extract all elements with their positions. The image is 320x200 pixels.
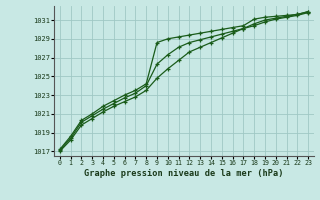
X-axis label: Graphe pression niveau de la mer (hPa): Graphe pression niveau de la mer (hPa) (84, 169, 284, 178)
